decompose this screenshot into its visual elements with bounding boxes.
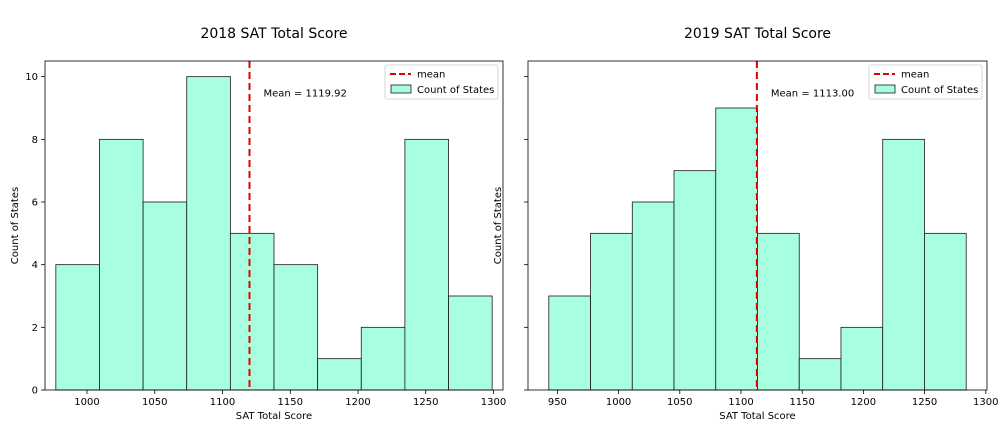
x-tick-label: 1000 — [606, 397, 631, 408]
x-tick-label: 1200 — [345, 397, 370, 408]
axes-frame — [527, 60, 988, 391]
legend-label-mean: mean — [417, 70, 445, 81]
y-tick-label: 8 — [32, 135, 38, 146]
histogram-bar — [548, 295, 591, 391]
histogram-bar — [798, 358, 842, 391]
histogram-bar — [186, 76, 231, 391]
x-tick-label: 1100 — [210, 397, 235, 408]
histogram-bar — [757, 232, 800, 391]
y-tick-label: 0 — [32, 386, 38, 397]
x-tick-label: 1200 — [851, 397, 876, 408]
legend-box — [868, 64, 983, 100]
y-tick-label: 6 — [32, 198, 38, 209]
x-tick-label: 1250 — [912, 397, 937, 408]
legend-bar-swatch — [390, 84, 412, 94]
histogram-bar — [924, 232, 967, 391]
x-tick-label: 1250 — [413, 397, 438, 408]
x-tick-label: 1100 — [728, 397, 753, 408]
histogram-bar — [142, 201, 188, 391]
y-tick-label: 2 — [32, 323, 38, 334]
histogram-bar — [715, 107, 758, 391]
histogram-bar — [882, 138, 925, 391]
x-tick-label: 1150 — [278, 397, 303, 408]
x-tick-label: 1300 — [973, 397, 998, 408]
axes-frame — [44, 60, 504, 391]
y-tick-label: 10 — [25, 72, 38, 83]
legend-label-mean: mean — [901, 70, 929, 81]
legend-label-count: Count of States — [901, 85, 978, 96]
legend-bar-swatch — [874, 84, 896, 94]
x-tick-label: 1050 — [667, 397, 692, 408]
histogram-bar — [448, 295, 493, 391]
x-tick-label: 1000 — [74, 397, 99, 408]
mean-annotation: Mean = 1113.00 — [771, 88, 854, 99]
y-axis-label: Count of States — [10, 187, 21, 264]
mean-annotation: Mean = 1119.92 — [264, 88, 347, 99]
histogram-bar — [55, 264, 100, 391]
x-tick-label: 1050 — [142, 397, 167, 408]
x-tick-label: 950 — [548, 397, 567, 408]
histogram-bar — [673, 170, 717, 391]
chart-panel-1: 2018 SAT Total Score Mean = 1119.92 1000 10… — [10, 26, 506, 422]
legend: mean Count of States — [868, 64, 983, 100]
histogram-bar — [229, 232, 275, 391]
histogram-bar — [840, 326, 884, 391]
legend-label-count: Count of States — [417, 85, 494, 96]
histogram-bar — [590, 232, 633, 391]
histogram-bar — [631, 201, 675, 391]
histogram-bar — [360, 326, 406, 391]
histogram-bar — [273, 264, 319, 391]
histogram-bar — [99, 138, 144, 391]
y-axis-label: Count of States — [493, 187, 504, 264]
legend-box — [384, 64, 499, 100]
legend: mean Count of States — [384, 64, 499, 100]
x-axis-label: SAT Total Score — [719, 411, 795, 422]
x-axis-label: SAT Total Score — [236, 411, 312, 422]
x-tick-label: 1150 — [789, 397, 814, 408]
x-tick-label: 1300 — [481, 397, 506, 408]
histogram-bar — [317, 358, 362, 391]
y-tick-label: 4 — [32, 260, 38, 271]
chart-title: 2018 SAT Total Score — [200, 26, 347, 42]
histogram-bar — [404, 138, 449, 391]
chart-title: 2019 SAT Total Score — [684, 26, 831, 42]
chart-panel-2: 2019 SAT Total Score Mean = 1113.00 950 100… — [493, 26, 999, 422]
